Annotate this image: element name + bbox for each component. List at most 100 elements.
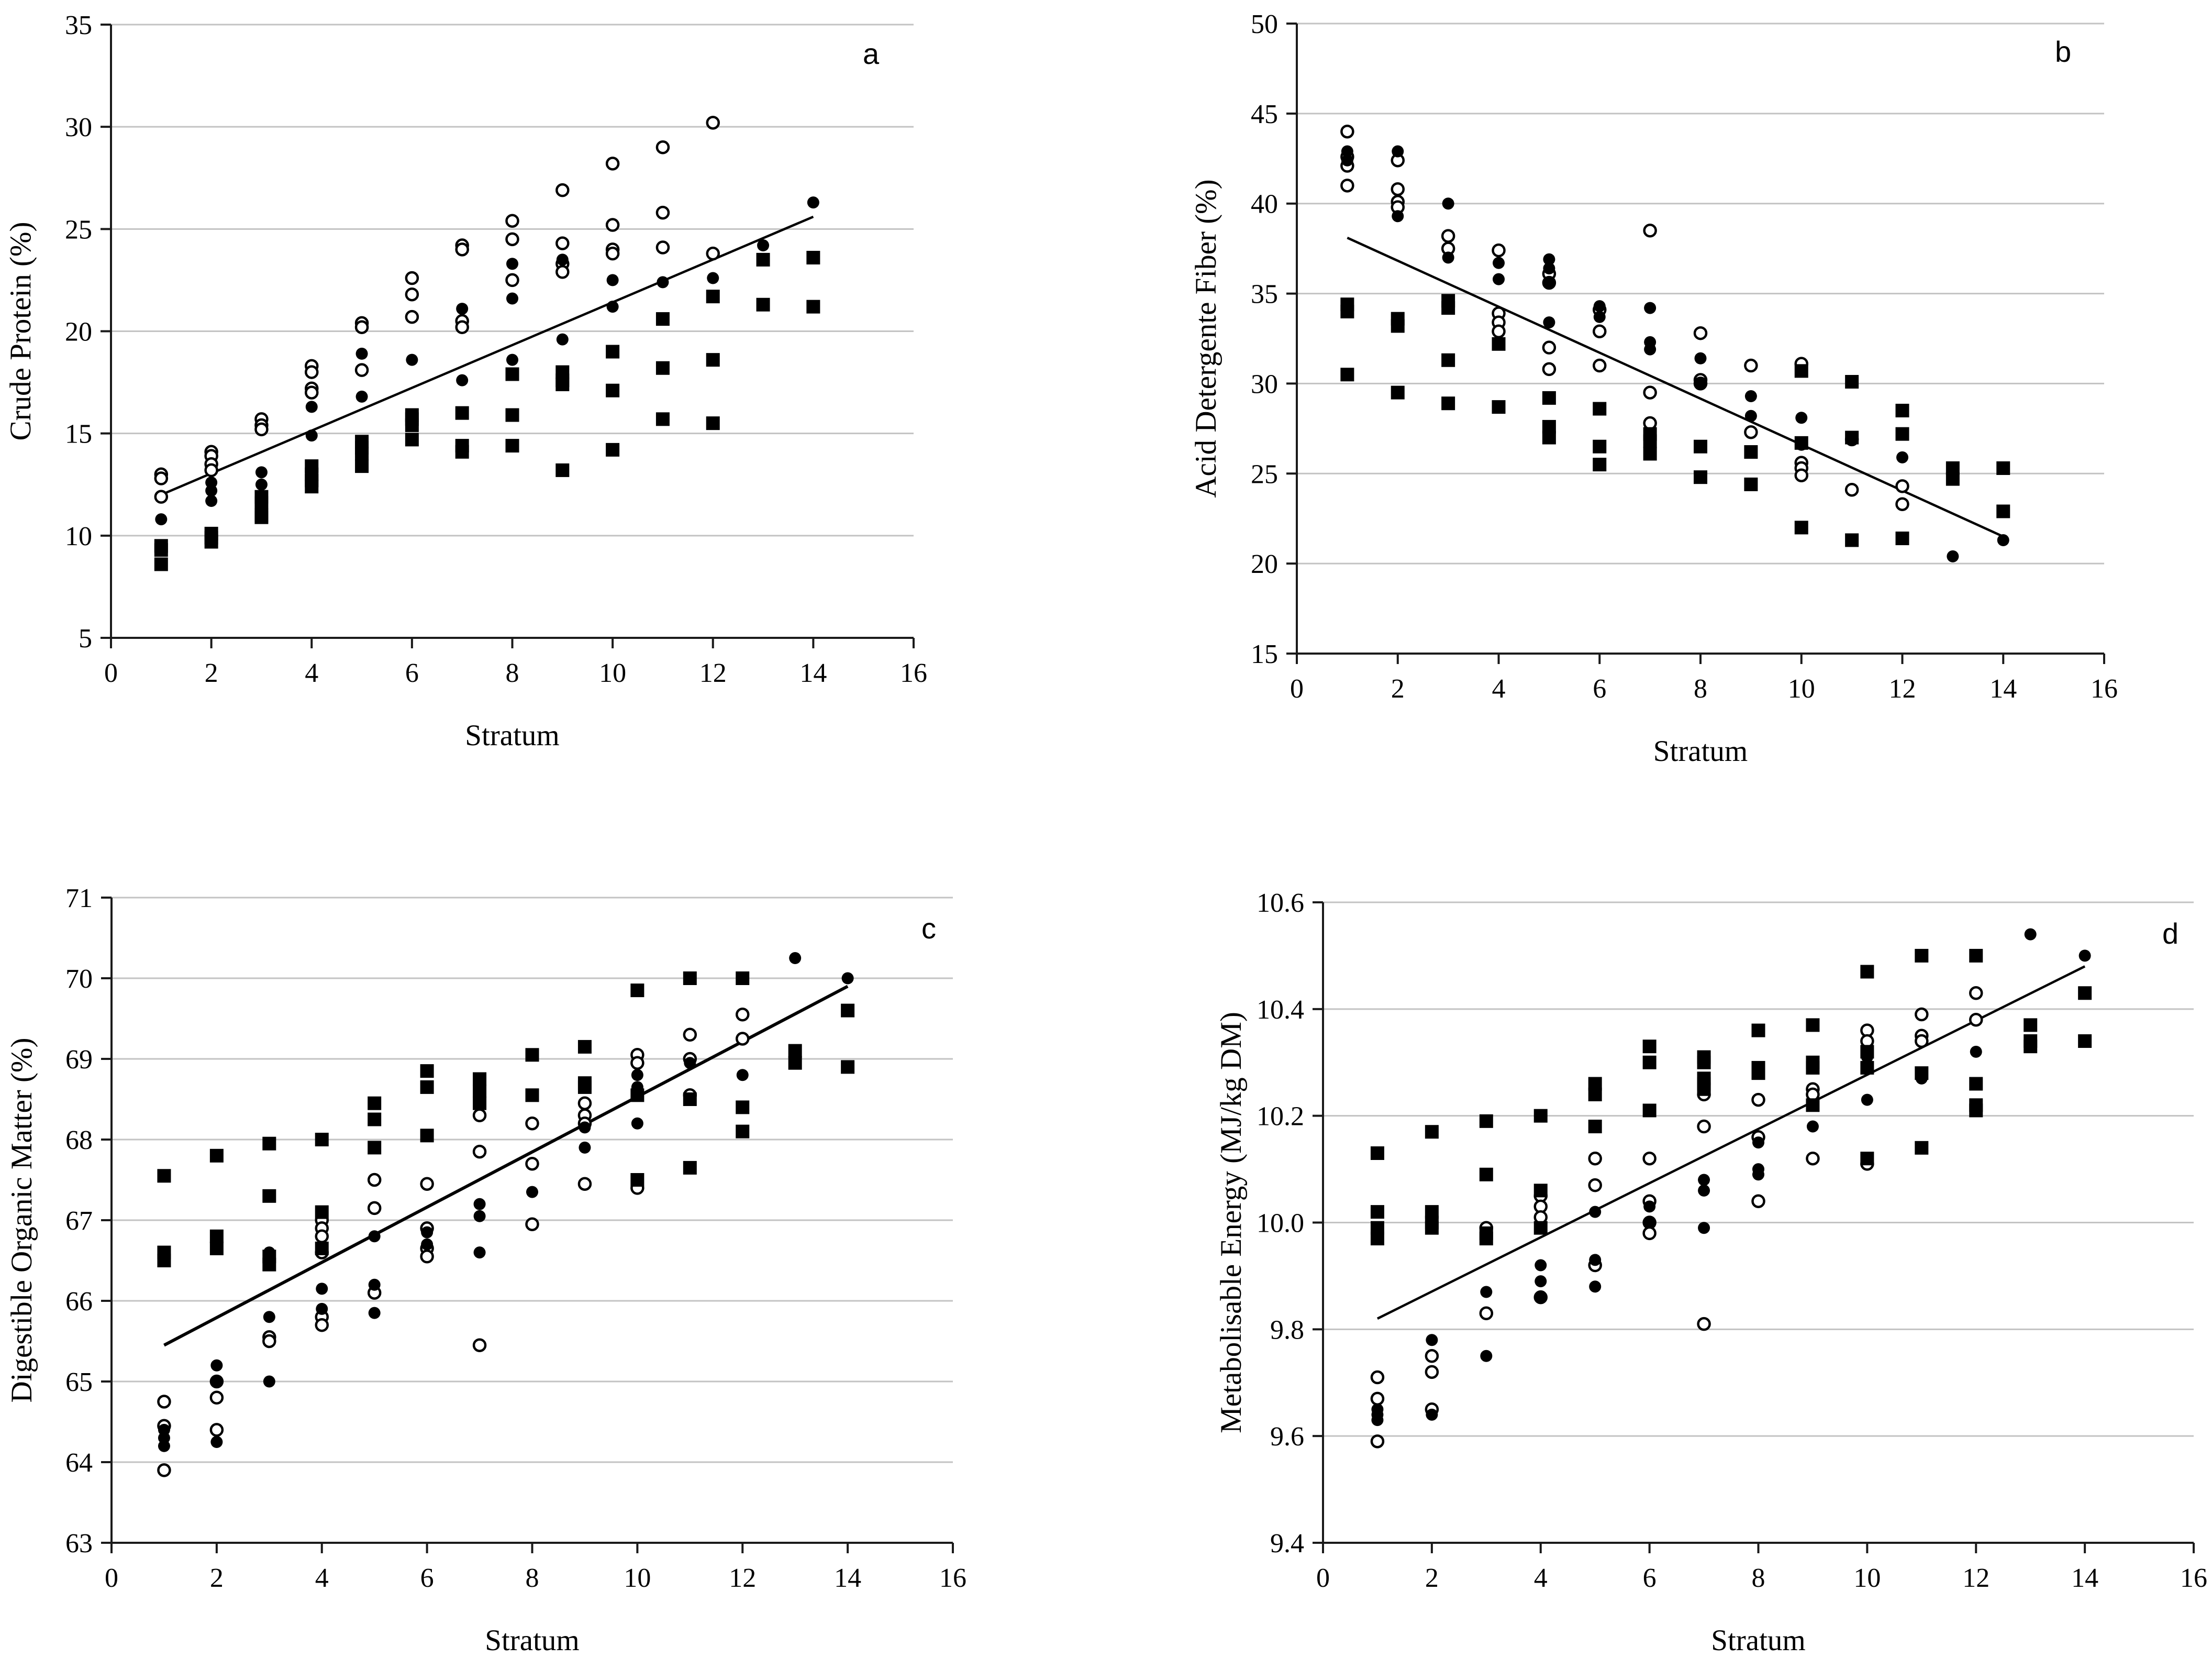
x-tick-label: 8 [526,1563,539,1593]
data-point-filled-square [1588,1087,1602,1101]
data-point-filled-circle [1698,1174,1710,1186]
data-point-filled-circle [1752,1168,1764,1181]
data-point-open-circle [455,242,469,257]
data-point-filled-circle [1589,1206,1602,1218]
data-point-filled-square [788,1056,802,1070]
panel-letter-d: d [2162,917,2178,950]
data-point-open-circle [420,1177,434,1191]
data-point-filled-circle [316,1283,328,1295]
x-tick-label: 8 [1752,1563,1765,1593]
data-point-filled-square [1370,1146,1384,1160]
x-tick-label: 2 [1391,674,1405,704]
data-point-filled-square [1806,1060,1820,1075]
data-point-filled-square [2024,1018,2038,1032]
data-point-filled-square [1915,1066,1929,1080]
data-point-filled-square [683,1092,697,1106]
data-point-filled-circle [1644,302,1657,314]
data-point-filled-square [1533,1184,1548,1198]
data-point-filled-circle [1392,145,1404,158]
data-point-filled-circle [1442,251,1454,264]
data-point-open-circle [505,232,519,247]
data-point-open-circle [1895,479,1909,493]
y-tick-labels: 5 10 15 20 25 30 35 [65,10,111,654]
trend-line [1347,236,2004,538]
data-point-filled-circle [1593,311,1606,323]
data-point-filled-circle [1694,352,1707,364]
x-tick-label: 6 [405,658,419,688]
data-point-filled-square [1751,1023,1765,1037]
x-tick-label: 12 [1962,1563,1989,1593]
x-tick-label: 2 [205,658,218,688]
x-tick-label: 6 [1593,674,1606,704]
data-point-filled-square [1370,1205,1384,1219]
data-point-filled-square [736,971,750,985]
data-point-filled-circle [368,1307,381,1319]
data-point-filled-circle [1493,257,1505,269]
data-point-filled-square [473,1096,487,1110]
y-tick-label: 35 [1251,280,1278,310]
data-point-open-circle [209,1423,224,1437]
data-point-filled-square [420,1080,434,1094]
data-point-open-circle [577,1177,592,1191]
data-point-filled-circle [205,494,218,507]
data-point-filled-square [788,1044,802,1058]
data-point-open-circle [1915,1007,1929,1022]
data-point-open-circle [367,1173,382,1187]
data-point-filled-square [1533,1109,1548,1123]
data-point-open-circle [455,320,469,334]
data-point-filled-circle [1543,277,1555,289]
data-point-filled-circle [473,1246,486,1259]
data-point-filled-square [1744,445,1758,459]
y-tick-label: 9.8 [1270,1315,1304,1345]
data-point-filled-square [368,1096,382,1110]
data-point-filled-square [1697,1055,1711,1069]
data-point-filled-square [1996,461,2010,475]
data-point-filled-square [606,345,620,359]
data-point-open-circle [1425,1365,1439,1379]
data-point-open-circle [154,490,169,504]
data-point-filled-square [683,971,697,985]
data-point-filled-square [655,361,670,375]
data-point-filled-circle [789,952,802,964]
data-point-open-circle [736,1032,750,1046]
x-tick-label: 6 [1643,1563,1657,1593]
data-point-open-circle [1479,1306,1494,1321]
data-point-filled-square [1340,304,1354,318]
data-point-filled-square [315,1241,329,1255]
trend-line [1376,965,2086,1320]
data-point-filled-circle [473,1210,486,1222]
data-point-open-circle [655,240,670,255]
data-point-open-circle [1744,425,1758,439]
data-point-filled-square [555,377,570,391]
data-point-open-circle [1642,1226,1657,1241]
data-point-filled-square [254,510,269,524]
data-point-filled-square [525,1088,539,1102]
data-point-filled-square [1340,368,1354,382]
data-point-open-circle [1542,362,1557,377]
data-point-filled-circle [556,333,569,346]
data-point-filled-square [473,1084,487,1098]
data-point-open-circle [1340,179,1354,193]
data-point-filled-square [630,1173,644,1187]
data-point-open-circle [1806,1151,1820,1166]
data-point-filled-square [706,290,720,304]
data-point-filled-circle [473,1198,486,1210]
data-point-filled-circle [368,1230,381,1243]
data-point-filled-square [756,297,770,312]
data-point-filled-circle [1442,197,1454,210]
data-point-filled-circle [1392,210,1404,223]
data-point-filled-circle [1643,1217,1656,1229]
data-point-open-circle [1693,326,1708,340]
x-axis-title: Stratum [465,719,560,752]
x-tick-label: 16 [900,658,927,688]
data-point-filled-square [1860,1060,1874,1075]
data-point-filled-square [1542,430,1556,445]
data-point-filled-circle [657,276,669,289]
data-point-filled-circle [606,274,619,286]
data-point-open-circle [157,1463,171,1477]
data-point-filled-circle [707,272,719,284]
y-tick-label: 63 [65,1529,93,1558]
data-point-filled-circle [305,401,318,413]
data-point-open-circle [1588,1178,1602,1192]
